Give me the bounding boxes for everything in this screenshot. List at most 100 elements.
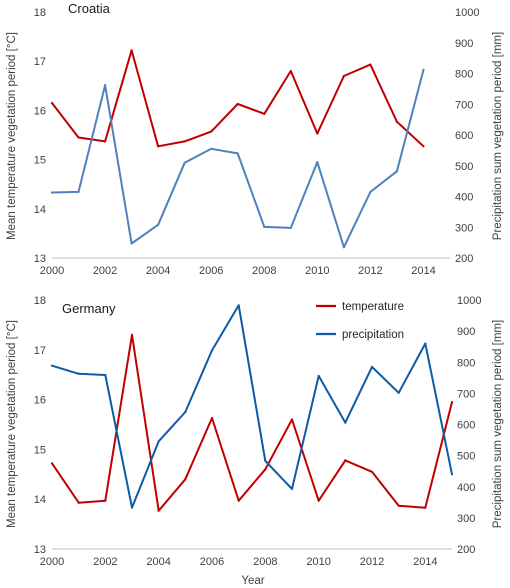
germany-temperature-point <box>184 478 187 481</box>
croatia-right-tick-label: 400 <box>455 192 473 204</box>
germany-left-tick-label: 16 <box>34 395 46 407</box>
croatia-chart-title: Croatia <box>68 1 111 16</box>
germany-left-axis-label: Mean temperature vegetation period [°C] <box>6 320 18 528</box>
germany-right-tick-label: 400 <box>457 482 475 494</box>
germany-precipitation-point <box>424 342 427 345</box>
germany-left-tick-labels: 13 14 15 16 17 18 <box>34 295 46 556</box>
croatia-x-tick-label: 2006 <box>199 265 223 277</box>
croatia-temperature-point <box>210 130 213 133</box>
croatia-left-tick-labels: 13 14 15 16 17 18 <box>34 7 46 265</box>
germany-left-tick-label: 13 <box>34 544 46 556</box>
croatia-precipitation-point <box>395 170 399 173</box>
croatia-precipitation-point <box>316 160 319 164</box>
croatia-precipitation-point <box>130 242 133 245</box>
croatia-series <box>50 49 425 249</box>
germany-right-tick-label: 800 <box>457 357 475 369</box>
croatia-left-tick-label: 13 <box>34 253 46 265</box>
germany-precipitation-line <box>51 304 453 509</box>
croatia-temperature-point <box>183 140 186 143</box>
croatia-x-tick-label: 2002 <box>93 265 117 277</box>
germany-chart-title: Germany <box>62 301 116 316</box>
croatia-precipitation-point <box>183 161 186 164</box>
croatia-left-axis-label: Mean temperature vegetation period [°C] <box>6 32 18 240</box>
croatia-right-axis-label: Precipitation sum vegetation period [mm] <box>492 32 504 240</box>
germany-left-tick-label: 14 <box>34 494 46 506</box>
germany-precipitation-point <box>237 304 240 307</box>
croatia-x-tick-label: 2004 <box>146 265 170 277</box>
germany-temperature-point <box>210 416 214 420</box>
germany-right-tick-label: 700 <box>457 388 475 400</box>
germany-x-tick-label: 2012 <box>360 556 384 568</box>
germany-x-tick-label: 2014 <box>413 556 437 568</box>
croatia-right-tick-label: 500 <box>455 161 473 173</box>
germany-temperature-point <box>397 504 400 507</box>
germany-x-tick-label: 2004 <box>146 556 170 568</box>
croatia-precipitation-point <box>422 68 425 71</box>
germany-temperature-point <box>264 468 267 471</box>
croatia-temperature-point <box>130 49 133 52</box>
germany-temperature-point <box>344 459 347 462</box>
germany-left-tick-label: 18 <box>34 295 46 307</box>
croatia-temperature-point <box>316 132 319 135</box>
germany-temperature-point <box>50 462 54 465</box>
croatia-x-tick-label: 2010 <box>305 265 329 277</box>
croatia-temperature-point <box>50 101 54 105</box>
legend-temperature-label: temperature <box>342 301 404 313</box>
germany-right-tick-label: 600 <box>457 420 475 432</box>
germany-temperature-point <box>104 499 107 502</box>
germany-right-tick-labels: 200 300 400 500 600 700 800 900 1000 <box>457 295 481 556</box>
croatia-temperature-point <box>157 145 160 148</box>
germany-right-axis-label: Precipitation sum vegetation period [mm] <box>492 320 504 528</box>
germany-temperature-point <box>450 400 454 404</box>
croatia-precipitation-point <box>236 152 239 155</box>
croatia-precipitation-point <box>77 190 80 193</box>
germany-temperature-point <box>370 470 374 473</box>
croatia-right-tick-label: 200 <box>455 253 473 265</box>
germany-temperature-point <box>157 509 160 512</box>
croatia-temperature-point <box>342 74 345 78</box>
croatia-temperature-point <box>422 145 425 148</box>
croatia-chart-panel: Croatia Mean temperature vegetation peri… <box>6 1 504 277</box>
croatia-temperature-point <box>369 63 372 66</box>
germany-x-tick-label: 2002 <box>93 556 117 568</box>
germany-series <box>50 304 454 512</box>
germany-legend: temperature precipitation <box>316 301 404 341</box>
germany-precipitation-point <box>370 365 374 369</box>
croatia-temperature-point <box>77 136 80 139</box>
germany-temperature-point <box>77 501 80 504</box>
croatia-left-tick-label: 14 <box>34 204 46 216</box>
croatia-precipitation-point <box>369 190 372 193</box>
croatia-x-tick-label: 2014 <box>411 265 435 277</box>
croatia-x-tick-label: 2012 <box>358 265 382 277</box>
germany-chart-panel: Germany Mean temperature vegetation peri… <box>6 295 504 587</box>
croatia-precipitation-point <box>210 147 213 150</box>
germany-x-tick-label: 2010 <box>306 556 330 568</box>
germany-temperature-point <box>290 418 294 421</box>
legend-precipitation-label: precipitation <box>342 329 404 341</box>
germany-precipitation-point <box>450 473 454 476</box>
germany-x-tick-label: 2000 <box>40 556 64 568</box>
croatia-precipitation-point <box>263 225 266 229</box>
croatia-left-tick-label: 16 <box>34 105 46 117</box>
germany-precipitation-point <box>184 410 187 414</box>
germany-precipitation-point <box>397 391 400 394</box>
germany-temperature-line <box>51 333 453 512</box>
croatia-temperature-point <box>395 120 399 123</box>
croatia-left-tick-label: 17 <box>34 56 46 68</box>
croatia-x-tick-label: 2008 <box>252 265 276 277</box>
croatia-temperature-point <box>103 140 107 143</box>
croatia-left-tick-label: 15 <box>34 155 46 167</box>
germany-precipitation-point <box>210 349 214 352</box>
germany-precipitation-point <box>50 364 54 367</box>
germany-temperature-point <box>317 499 320 502</box>
germany-temperature-point <box>130 333 134 336</box>
germany-precipitation-point <box>130 506 134 509</box>
germany-right-tick-label: 200 <box>457 544 475 556</box>
germany-precipitation-point <box>344 421 347 424</box>
croatia-precipitation-point <box>289 226 292 229</box>
germany-x-tick-label: 2008 <box>253 556 277 568</box>
croatia-x-tick-labels: 2000 2002 2004 2006 2008 2010 2012 2014 <box>40 265 436 277</box>
croatia-right-tick-label: 1000 <box>455 7 479 19</box>
germany-right-tick-label: 500 <box>457 451 475 463</box>
